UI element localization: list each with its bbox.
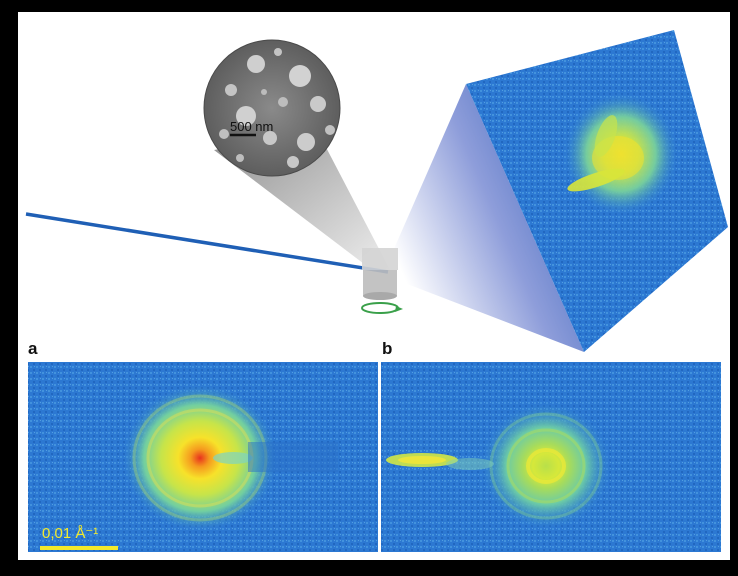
sem-scale-label: 500 nm — [230, 119, 273, 134]
rotation-arrow-icon — [361, 302, 399, 314]
figure-svg: 500 nm — [25, 30, 728, 552]
panel-divider — [378, 362, 381, 552]
sample-holder — [361, 248, 403, 314]
panel-a-scale-label: 0,01 Å⁻¹ — [42, 525, 99, 542]
sem-inset: 500 nm — [203, 39, 341, 177]
figure-canvas: 500 nm — [18, 12, 730, 560]
scattering-cone — [390, 84, 584, 352]
xray-beam — [25, 212, 389, 274]
detector-3d — [466, 30, 728, 352]
panel-b — [381, 362, 721, 552]
panel-b-label: b — [382, 339, 393, 358]
panel-a — [28, 362, 378, 552]
panel-a-label: a — [28, 339, 38, 358]
sem-particles — [219, 48, 335, 168]
